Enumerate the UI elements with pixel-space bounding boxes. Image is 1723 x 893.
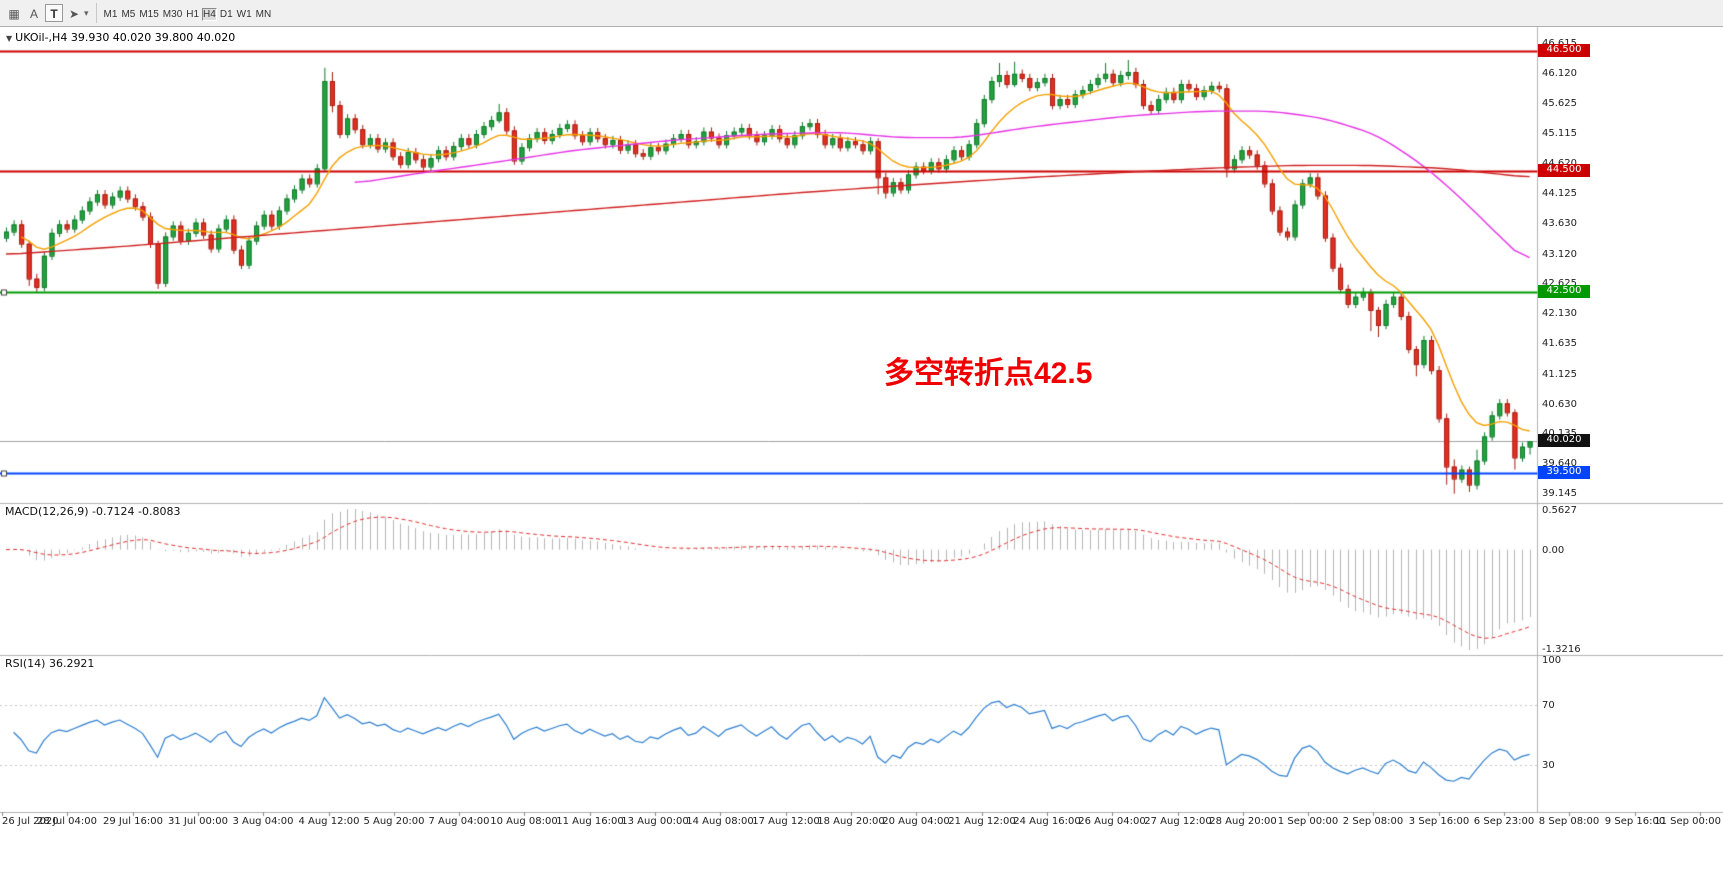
time-axis-label: 28 Jul 04:00 [37, 816, 97, 827]
time-axis-label: 29 Jul 16:00 [103, 816, 163, 827]
toolbar-icon-group: ▦ A T ➤ [4, 3, 84, 23]
time-axis-label: 9 Sep 16:00 [1604, 816, 1666, 827]
price-axis-label: 42.130 [1542, 308, 1577, 319]
time-axis-label: 26 Jul 2020 [2, 816, 59, 827]
time-axis-label: 11 Aug 16:00 [556, 816, 624, 827]
price-axis-label: 39.145 [1542, 488, 1577, 499]
rsi-axis-label: 100 [1542, 655, 1562, 666]
toolbar-divider [95, 3, 97, 23]
timeframe-button-group: M1 M5 M15 M30 H1 H4 D1 W1 MN [102, 4, 274, 23]
tf-button-m30[interactable]: M30 [162, 8, 183, 20]
grid-icon[interactable]: ▦ [8, 6, 20, 21]
toolbar: ▦ A T ➤ ▾ M1 M5 M15 M30 H1 H4 D1 W1 MN [0, 0, 1723, 27]
price-line-badge: 39.500 [1538, 466, 1590, 479]
time-axis-label: 21 Aug 12:00 [948, 816, 1016, 827]
time-axis-label: 1 Sep 00:00 [1277, 816, 1339, 827]
price-line-badge: 46.500 [1538, 44, 1590, 57]
time-axis-label: 24 Aug 16:00 [1013, 816, 1081, 827]
time-axis-label: 6 Sep 23:00 [1473, 816, 1535, 827]
price-axis-label: 46.120 [1542, 68, 1577, 79]
price-axis-label: 44.125 [1542, 188, 1577, 199]
time-axis-label: 11 Sep 00:00 [1654, 816, 1721, 827]
rsi-axis-label: 70 [1542, 700, 1555, 711]
caret-down-icon[interactable]: ▾ [84, 7, 89, 18]
price-axis-label: 39.640 [1542, 458, 1577, 469]
macd-panel-title: MACD(12,26,9) -0.7124 -0.8083 [5, 505, 181, 518]
chart-annotation-text[interactable]: 多空转折点42.5 [884, 357, 1093, 390]
price-axis-label: 41.125 [1542, 369, 1577, 380]
time-axis-label: 18 Aug 20:00 [817, 816, 885, 827]
price-axis-label: 45.625 [1542, 98, 1577, 109]
time-axis-label: 14 Aug 08:00 [686, 816, 754, 827]
price-line-badge: 42.500 [1538, 285, 1590, 298]
time-axis-label: 7 Aug 04:00 [428, 816, 490, 827]
collapse-chart-icon[interactable]: ▼ [6, 34, 13, 43]
time-axis-label: 2 Sep 08:00 [1342, 816, 1404, 827]
time-axis-label: 3 Aug 04:00 [232, 816, 294, 827]
rsi-axis-label: 30 [1542, 760, 1555, 771]
macd-axis-label: 0.5627 [1542, 505, 1577, 516]
tf-button-h4[interactable]: H4 [202, 7, 217, 21]
price-axis-label: 41.635 [1542, 338, 1577, 349]
time-axis-label: 4 Aug 12:00 [298, 816, 360, 827]
price-axis-label: 46.615 [1542, 38, 1577, 49]
price-line-badge: 44.500 [1538, 164, 1590, 177]
price-axis-label: 40.135 [1542, 428, 1577, 439]
time-axis-label: 27 Aug 12:00 [1144, 816, 1212, 827]
text-tool-icon[interactable]: T [45, 3, 63, 22]
time-axis-label: 20 Aug 04:00 [882, 816, 950, 827]
time-axis-label: 17 Aug 12:00 [752, 816, 820, 827]
tf-button-d1[interactable]: D1 [219, 8, 233, 20]
tf-button-m15[interactable]: M15 [139, 8, 159, 20]
time-axis-label: 28 Aug 20:00 [1209, 816, 1277, 827]
time-axis-label: 8 Sep 08:00 [1538, 816, 1600, 827]
rsi-panel-title: RSI(14) 36.2921 [5, 657, 95, 670]
current-price-badge: 40.020 [1538, 434, 1590, 447]
tf-button-m5[interactable]: M5 [121, 8, 136, 20]
price-axis-label: 43.630 [1542, 218, 1577, 229]
chart-header: ▼ UKOil-,H4 39.930 40.020 39.800 40.020 [6, 31, 235, 44]
font-a-icon[interactable]: A [29, 6, 38, 21]
time-axis-label: 5 Aug 20:00 [363, 816, 425, 827]
macd-axis-label: -1.3216 [1542, 644, 1581, 655]
tf-button-m1[interactable]: M1 [103, 8, 118, 20]
tf-button-mn[interactable]: MN [255, 8, 272, 20]
time-axis-label: 31 Jul 00:00 [168, 816, 228, 827]
time-axis-label: 26 Aug 04:00 [1078, 816, 1146, 827]
price-axis-label: 42.625 [1542, 278, 1577, 289]
price-axis-label: 43.120 [1542, 249, 1577, 260]
tf-button-h1[interactable]: H1 [186, 8, 200, 20]
symbol-ohlc-text: UKOil-,H4 39.930 40.020 39.800 40.020 [15, 31, 236, 44]
price-axis-label: 45.115 [1542, 128, 1577, 139]
price-axis-label: 44.620 [1542, 158, 1577, 169]
cursor-tool-icon[interactable]: ➤ [68, 6, 80, 21]
macd-axis-label: 0.00 [1542, 545, 1565, 556]
time-axis-label: 3 Sep 16:00 [1408, 816, 1470, 827]
tf-button-w1[interactable]: W1 [236, 8, 252, 20]
time-axis-label: 13 Aug 00:00 [621, 816, 689, 827]
time-axis-label: 10 Aug 08:00 [490, 816, 558, 827]
price-axis-label: 40.630 [1542, 399, 1577, 410]
